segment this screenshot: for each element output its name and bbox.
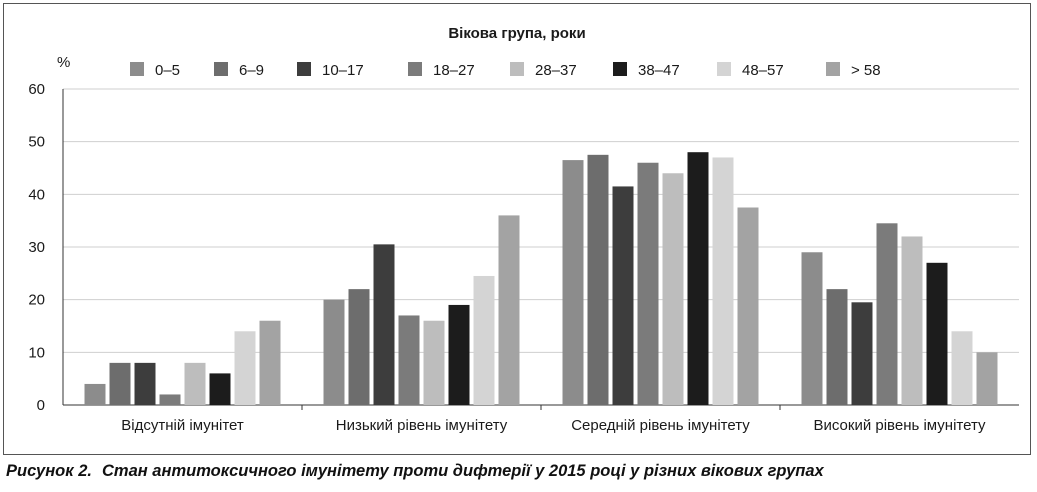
legend-label: > 58	[851, 62, 881, 79]
bar	[209, 373, 231, 405]
y-tick-label: 60	[28, 81, 45, 98]
legend-swatch	[613, 62, 627, 76]
legend-label: 28–37	[535, 62, 577, 79]
legend-label: 48–57	[742, 62, 784, 79]
y-tick-label: 0	[37, 397, 45, 414]
bar	[398, 315, 420, 405]
bar	[348, 289, 370, 405]
legend-label: 0–5	[155, 62, 180, 79]
legend-swatch	[130, 62, 144, 76]
bar	[876, 223, 898, 405]
bar	[84, 383, 106, 405]
legend-label: 6–9	[239, 62, 264, 79]
legend-swatch	[408, 62, 422, 76]
bar	[423, 320, 445, 405]
legend-label: 10–17	[322, 62, 364, 79]
bar	[926, 262, 948, 405]
bar	[587, 154, 609, 405]
bar	[801, 252, 823, 405]
figure-label: Рисунок 2.	[6, 462, 92, 480]
category-labels: Відсутній імунітет Низький рівень імуніте…	[121, 417, 986, 434]
y-tick-labels: 0 10 20 30 40 50 60	[28, 81, 45, 414]
category-label: Високий рівень імунітету	[814, 417, 986, 434]
bar	[373, 244, 395, 405]
bar	[159, 394, 181, 405]
legend-swatch	[297, 62, 311, 76]
legend-label: 18–27	[433, 62, 475, 79]
legend-label: 38–47	[638, 62, 680, 79]
bar	[737, 207, 759, 405]
bar	[712, 157, 734, 405]
y-tick-label: 40	[28, 186, 45, 203]
bar	[323, 299, 345, 405]
legend: 0–5 6–9 10–17 18–27 28–37 38–47 48–57 > 58	[130, 62, 881, 79]
category-label: Середній рівень імунітету	[571, 417, 750, 434]
chart-frame	[3, 3, 1031, 455]
bar	[134, 362, 156, 405]
y-axis-label: %	[57, 54, 70, 71]
bar	[259, 320, 281, 405]
bar	[662, 173, 684, 405]
category-label: Низький рівень імунітету	[336, 417, 508, 434]
bars	[84, 152, 998, 405]
bar	[448, 304, 470, 405]
bar	[901, 236, 923, 405]
figure-caption: Рисунок 2. Стан антитоксичного імунітету …	[6, 462, 824, 481]
caption-text: Стан антитоксичного імунітету проти дифт…	[101, 462, 824, 480]
bar	[951, 331, 973, 405]
y-tick-label: 10	[28, 344, 45, 361]
category-label: Відсутній імунітет	[121, 417, 244, 434]
legend-swatch	[717, 62, 731, 76]
y-tick-label: 20	[28, 292, 45, 309]
bar	[976, 352, 998, 405]
bar	[234, 331, 256, 405]
bar-chart: Вікова група, роки % 0 10 20 30 40 50 60 Відсу…	[28, 25, 1019, 434]
bar	[562, 160, 584, 405]
bar	[498, 215, 520, 405]
y-tick-label: 30	[28, 239, 45, 256]
bar	[109, 362, 131, 405]
y-tick-label: 50	[28, 134, 45, 151]
bar	[473, 275, 495, 405]
bar	[851, 302, 873, 405]
bar	[637, 162, 659, 405]
gridlines	[62, 88, 1019, 410]
legend-swatch	[214, 62, 228, 76]
legend-swatch	[510, 62, 524, 76]
bar	[826, 289, 848, 405]
bar	[184, 362, 206, 405]
legend-title: Вікова група, роки	[448, 25, 585, 42]
bar	[687, 152, 709, 405]
legend-swatch	[826, 62, 840, 76]
bar	[612, 186, 634, 405]
